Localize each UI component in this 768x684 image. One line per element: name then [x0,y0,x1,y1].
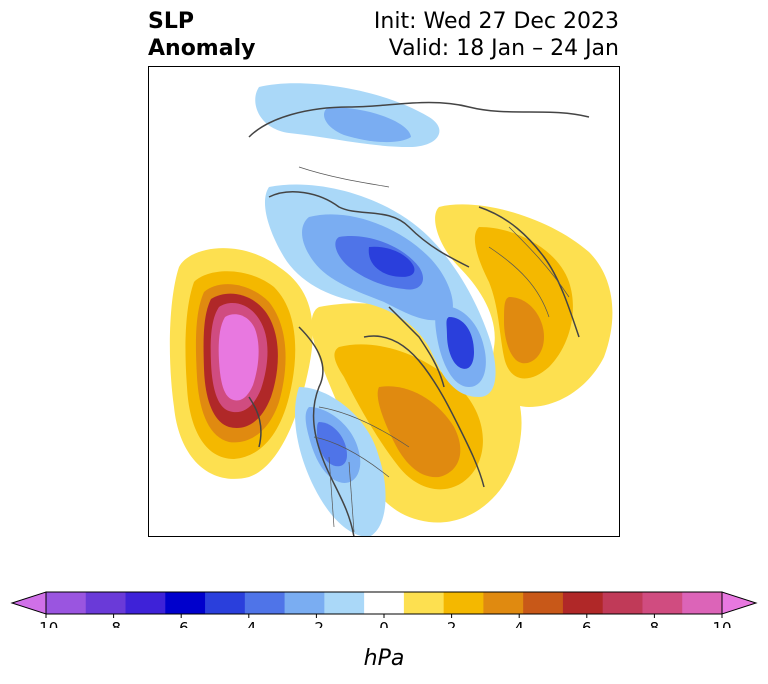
negative-anomaly-west-us [294,387,386,536]
colorbar-segment [165,592,206,614]
colorbar-tick-label: -10 [34,619,59,628]
run-info: Init: Wed 27 Dec 2023 Valid: 18 Jan – 24… [374,8,619,62]
colorbar-segment [46,592,87,614]
map-canvas [169,83,613,536]
colorbar-segment [483,592,524,614]
map-title: SLP Anomaly [148,8,255,62]
colorbar-segment [324,592,365,614]
colorbar-segment [125,592,166,614]
colorbar-tick-label: 6 [582,619,592,628]
colorbar-segments [10,591,758,615]
colorbar-segment [205,592,246,614]
colorbar-tick-label: -4 [241,619,256,628]
coastlines [248,101,590,536]
colorbar-tick-label: 2 [447,619,457,628]
colorbar-extend-high [721,591,758,615]
colorbar-segment [85,592,127,614]
colorbar-unit-label: hPa [363,646,405,671]
positive-anomaly-eurasia [435,204,613,407]
colorbar-tick-label: -6 [174,619,189,628]
colorbar: -10 -8 -6 -4 -2 0 2 4 6 8 10 [10,591,758,628]
colorbar-segment [443,592,484,614]
colorbar-tick-label: 8 [650,619,660,628]
political-borders [298,166,570,533]
negative-anomaly-arctic [255,83,496,397]
colorbar-tick-label: -2 [309,619,324,628]
anomaly-map [148,66,620,537]
colorbar-tick-label: 4 [514,619,524,628]
colorbar-extend-low [10,591,47,615]
positive-anomaly-pacific [169,248,313,479]
colorbar-segment [403,592,445,614]
colorbar-tick-label: -8 [106,619,121,628]
colorbar-tick-label: 0 [379,619,389,628]
colorbar-segment [602,592,643,614]
colorbar-segment [682,592,723,614]
colorbar-segment [284,592,325,614]
colorbar-segment [523,592,564,614]
colorbar-segment [642,592,683,614]
colorbar-segment [562,592,604,614]
title-line-2: Anomaly [148,36,256,61]
valid-range: Valid: 18 Jan – 24 Jan [388,36,619,61]
colorbar-segment [244,592,286,614]
init-date: Init: Wed 27 Dec 2023 [373,9,619,34]
title-line-1: SLP [148,9,194,34]
colorbar-segment [364,592,405,614]
colorbar-ticks: -10 -8 -6 -4 -2 0 2 4 6 8 10 [34,614,732,628]
colorbar-tick-label: 10 [712,619,731,628]
